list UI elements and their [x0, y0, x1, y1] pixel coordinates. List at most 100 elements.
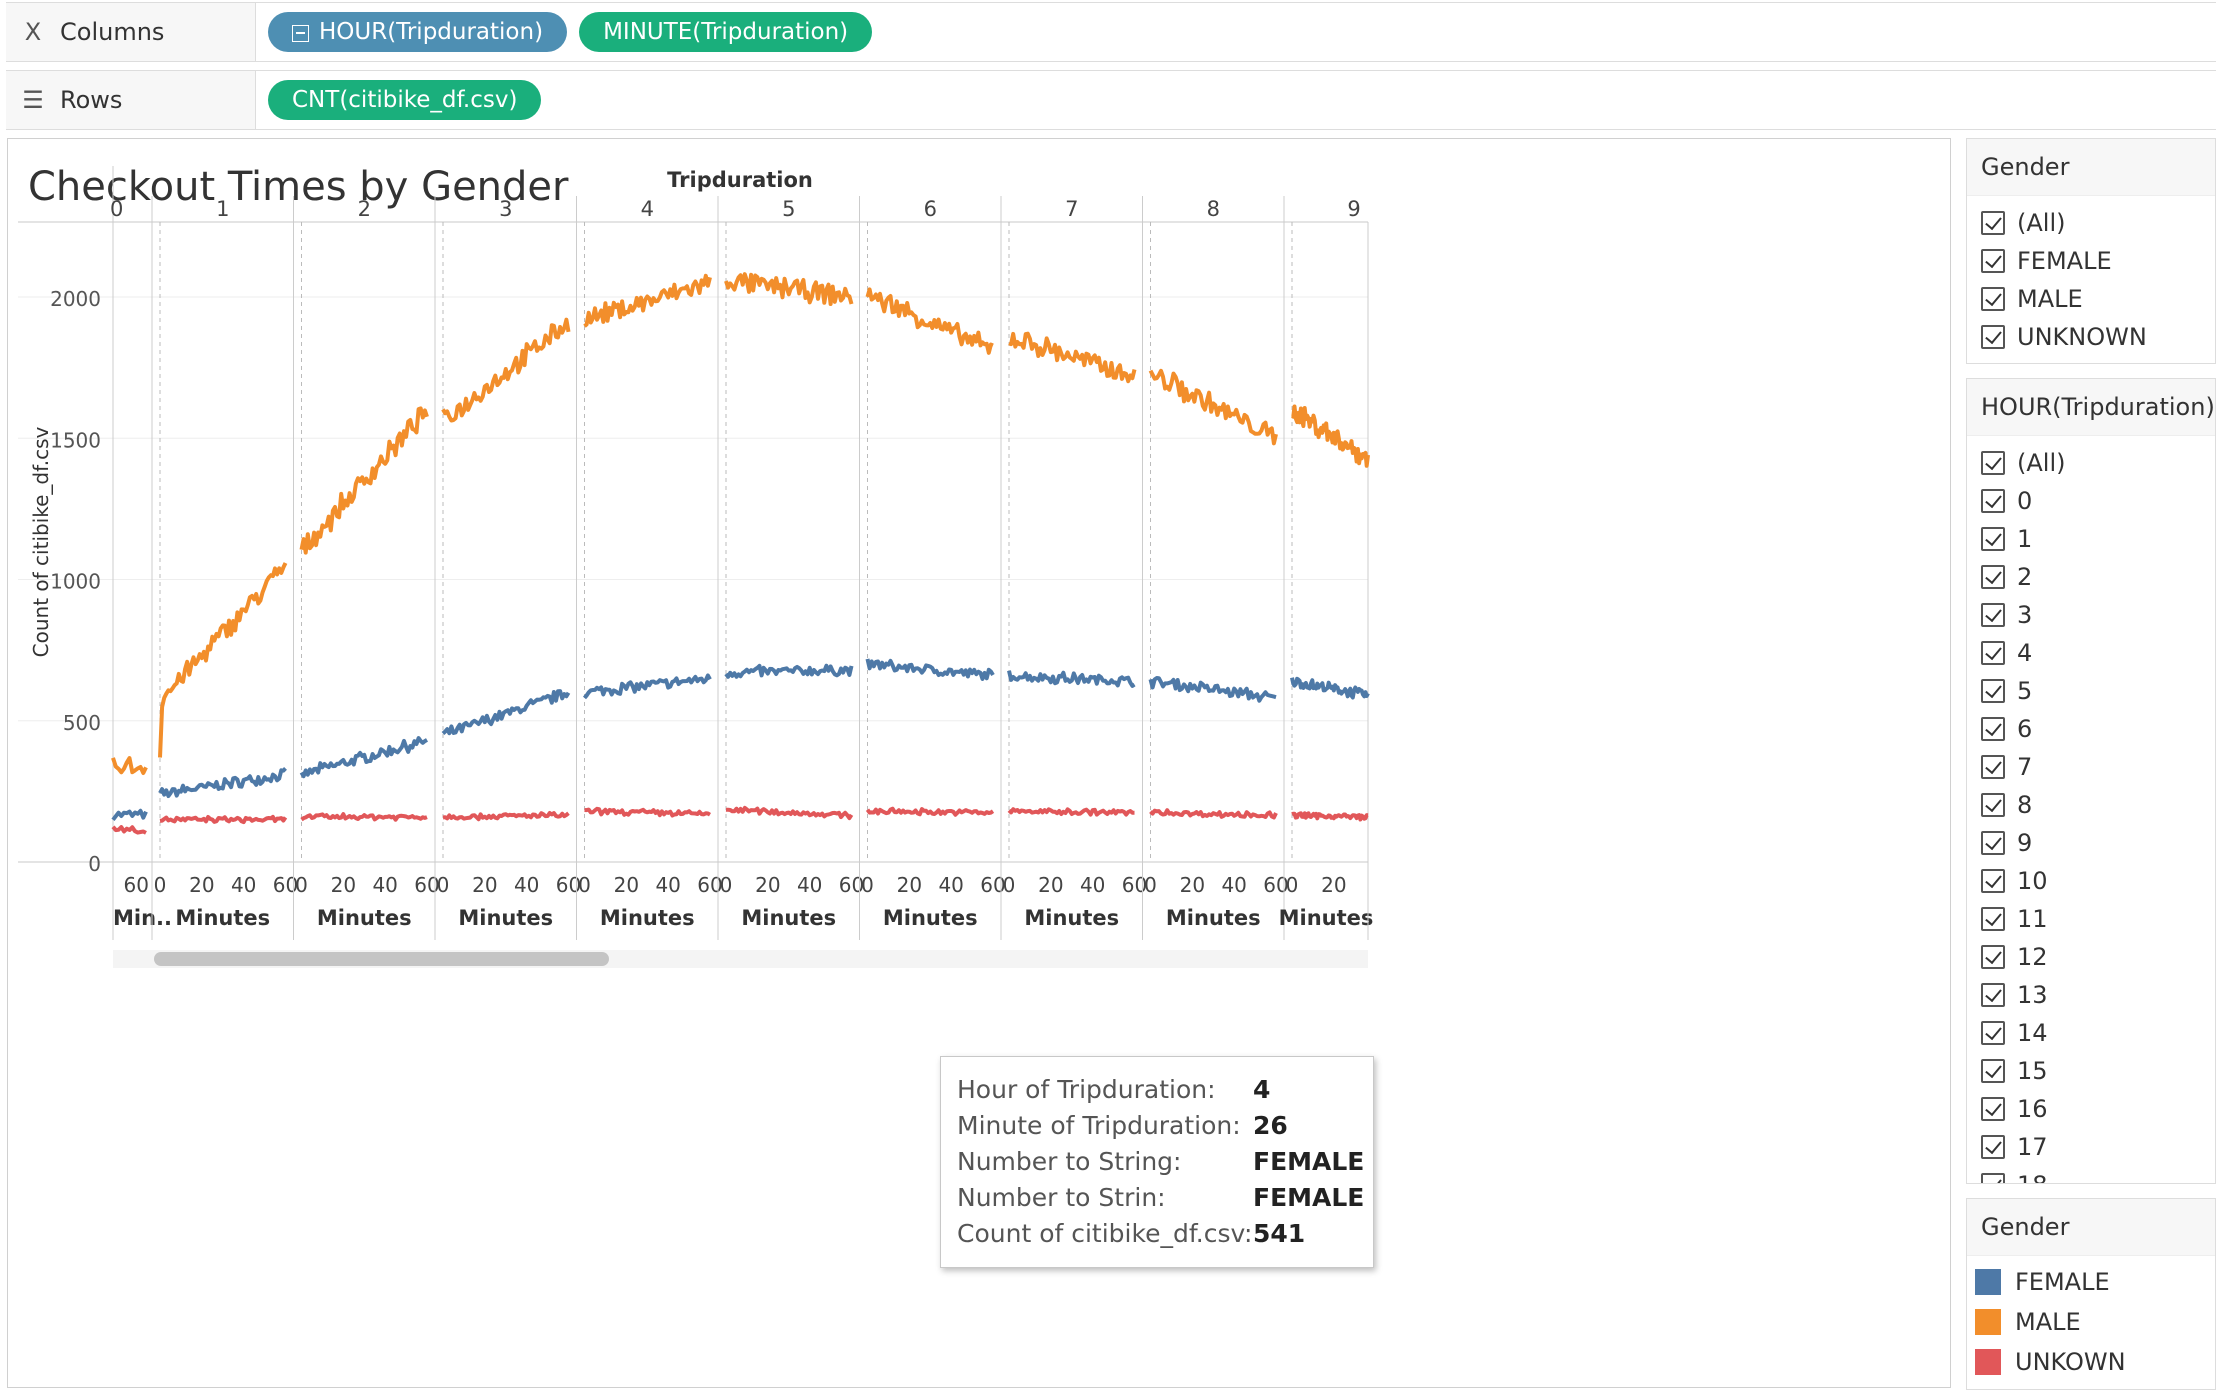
hour-filter-option[interactable]: 13	[1967, 976, 2215, 1014]
x-axis-title: Minutes	[883, 906, 978, 930]
x-tick-label: 0	[295, 873, 308, 897]
column-header-title: Tripduration	[667, 168, 813, 192]
hour-filter-option[interactable]: (All)	[1967, 444, 2215, 482]
checkbox-checked-icon[interactable]	[1981, 1097, 2005, 1121]
series-line-male	[1292, 407, 1368, 466]
series-line-unknown	[1292, 813, 1368, 819]
hour-filter-option[interactable]: 0	[1967, 482, 2215, 520]
pane-header-label: 0	[110, 197, 123, 221]
x-axis-title: Minutes	[317, 906, 412, 930]
x-tick-label: 20	[755, 873, 780, 897]
x-tick-label: 40	[1221, 873, 1246, 897]
x-tick-label: 20	[897, 873, 922, 897]
series-line-female	[160, 768, 286, 796]
pane-header-label: 6	[924, 197, 937, 221]
series-line-female	[1151, 678, 1277, 701]
checkbox-checked-icon[interactable]	[1981, 1059, 2005, 1083]
hour-filter-option[interactable]: 18	[1967, 1166, 2215, 1184]
checkbox-checked-icon[interactable]	[1981, 1173, 2005, 1184]
hour-filter-option-label: 9	[2017, 829, 2032, 857]
tooltip-row: Hour of Tripduration: 4	[957, 1071, 1373, 1107]
tooltip: Hour of Tripduration: 4 Minute of Tripdur…	[940, 1056, 1374, 1268]
hour-filter-option[interactable]: 9	[1967, 824, 2215, 862]
legend-title: Gender	[1967, 1199, 2215, 1256]
hour-filter-option-label: 16	[2017, 1095, 2048, 1123]
series-line-unknown	[160, 817, 286, 822]
checkbox-checked-icon[interactable]	[1981, 325, 2005, 349]
checkbox-checked-icon[interactable]	[1981, 287, 2005, 311]
y-axis-title: Count of citibike_df.csv	[29, 427, 53, 658]
gender-filter-option-label: FEMALE	[2017, 247, 2112, 275]
checkbox-checked-icon[interactable]	[1981, 1135, 2005, 1159]
checkbox-checked-icon[interactable]	[1981, 679, 2005, 703]
checkbox-checked-icon[interactable]	[1981, 755, 2005, 779]
gender-filter-option[interactable]: UNKNOWN	[1967, 318, 2215, 356]
checkbox-checked-icon[interactable]	[1981, 907, 2005, 931]
hour-filter-option[interactable]: 8	[1967, 786, 2215, 824]
hour-filter-option[interactable]: 11	[1967, 900, 2215, 938]
hour-filter-option[interactable]: 14	[1967, 1014, 2215, 1052]
hour-filter-option[interactable]: 1	[1967, 520, 2215, 558]
x-tick-label: 0	[861, 873, 874, 897]
legend-item-unknown[interactable]: UNKOWN	[1967, 1342, 2215, 1382]
checkbox-checked-icon[interactable]	[1981, 983, 2005, 1007]
x-tick-label: 0	[437, 873, 450, 897]
gender-filter-option[interactable]: MALE	[1967, 280, 2215, 318]
hour-filter-option[interactable]: 10	[1967, 862, 2215, 900]
series-line-female	[585, 676, 711, 698]
hour-filter-option[interactable]: 2	[1967, 558, 2215, 596]
hour-filter-option[interactable]: 7	[1967, 748, 2215, 786]
pane-header-label: 9	[1347, 197, 1360, 221]
y-tick-label: 0	[88, 852, 101, 876]
legend-item-female[interactable]: FEMALE	[1967, 1262, 2215, 1302]
gender-filter-option[interactable]: (All)	[1967, 204, 2215, 242]
series-line-unknown	[1151, 810, 1277, 817]
hour-filter-option[interactable]: 4	[1967, 634, 2215, 672]
gender-legend-card: Gender FEMALE MALE UNKOWN	[1966, 1198, 2216, 1390]
horizontal-scroll-thumb	[154, 952, 609, 966]
legend-item-male[interactable]: MALE	[1967, 1302, 2215, 1342]
checkbox-checked-icon[interactable]	[1981, 945, 2005, 969]
hour-filter-option[interactable]: 5	[1967, 672, 2215, 710]
gender-filter-card: Gender (All) FEMALE MALE UNKNOWN	[1966, 138, 2216, 364]
tooltip-row: Count of citibike_df.csv: 541	[957, 1215, 1373, 1251]
hour-filter-option[interactable]: 6	[1967, 710, 2215, 748]
series-line-female	[443, 691, 569, 733]
pane-header-label: 7	[1065, 197, 1078, 221]
series-line-male	[160, 563, 286, 758]
hour-filter-option-label: 2	[2017, 563, 2032, 591]
checkbox-checked-icon[interactable]	[1981, 249, 2005, 273]
checkbox-checked-icon[interactable]	[1981, 831, 2005, 855]
checkbox-checked-icon[interactable]	[1981, 211, 2005, 235]
hour-filter-option[interactable]: 12	[1967, 938, 2215, 976]
checkbox-checked-icon[interactable]	[1981, 1021, 2005, 1045]
y-tick-label: 1000	[50, 570, 101, 594]
checkbox-checked-icon[interactable]	[1981, 489, 2005, 513]
checkbox-checked-icon[interactable]	[1981, 527, 2005, 551]
checkbox-checked-icon[interactable]	[1981, 869, 2005, 893]
hour-filter-option[interactable]: 15	[1967, 1052, 2215, 1090]
x-tick-label: 40	[655, 873, 680, 897]
checkbox-checked-icon[interactable]	[1981, 641, 2005, 665]
checkbox-checked-icon[interactable]	[1981, 603, 2005, 627]
checkbox-checked-icon[interactable]	[1981, 451, 2005, 475]
series-line-female	[1292, 678, 1368, 698]
hour-filter-option-label: 3	[2017, 601, 2032, 629]
hour-filter-option[interactable]: 3	[1967, 596, 2215, 634]
x-tick-label: 20	[1180, 873, 1205, 897]
series-line-male	[1009, 334, 1135, 382]
pane-header-label: 4	[641, 197, 654, 221]
checkbox-checked-icon[interactable]	[1981, 717, 2005, 741]
series-line-male	[302, 408, 428, 552]
hour-filter-option[interactable]: 17	[1967, 1128, 2215, 1166]
tooltip-row: Number to Strin: FEMALE	[957, 1179, 1373, 1215]
series-line-unknown	[443, 813, 569, 819]
x-tick-label: 40	[372, 873, 397, 897]
series-line-unknown	[585, 809, 711, 816]
checkbox-checked-icon[interactable]	[1981, 793, 2005, 817]
hour-filter-option[interactable]: 16	[1967, 1090, 2215, 1128]
checkbox-checked-icon[interactable]	[1981, 565, 2005, 589]
series-line-female	[868, 659, 994, 679]
gender-filter-option[interactable]: FEMALE	[1967, 242, 2215, 280]
x-tick-label: 20	[1321, 873, 1346, 897]
